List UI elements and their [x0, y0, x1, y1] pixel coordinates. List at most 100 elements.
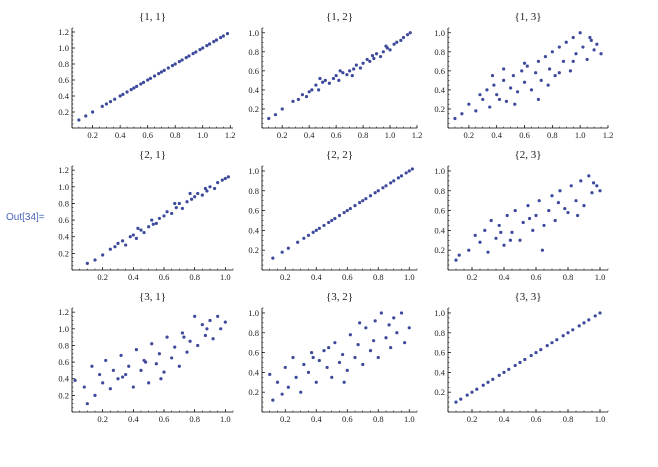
data-point [486, 380, 490, 384]
panel-title: {1, 3} [514, 11, 541, 23]
data-point [128, 235, 132, 239]
data-point [93, 393, 97, 397]
data-point [317, 358, 321, 363]
data-point [539, 78, 543, 82]
data-point [373, 319, 377, 323]
data-point [342, 380, 346, 384]
data-point [321, 80, 325, 84]
data-point [223, 176, 227, 181]
data-point [348, 206, 352, 211]
data-point [543, 54, 547, 59]
x-tick-label: 0.2 [280, 414, 291, 424]
x-tick-label: 0.8 [547, 130, 558, 140]
data-point [365, 57, 369, 62]
scatter-panel: {3, 1} 0.2 0.4 0.6 0.8 1.0 0.2 0.4 0.6 0.8 1.0 1.2 [58, 291, 234, 424]
panel-title: {2, 3} [514, 149, 541, 161]
data-point [467, 248, 471, 252]
x-tick-label: 1.0 [595, 414, 606, 424]
y-tick-label: 0.6 [434, 206, 445, 216]
data-point [193, 195, 197, 199]
data-point [159, 70, 164, 74]
panel-title: {3, 1} [139, 291, 166, 303]
data-point [511, 74, 515, 78]
data-point [579, 179, 583, 183]
y-tick-label: 1.2 [58, 165, 69, 175]
data-point [598, 311, 602, 315]
data-point [475, 387, 479, 391]
data-point [598, 189, 602, 193]
data-point [306, 370, 311, 374]
x-tick-label: 0.8 [189, 272, 200, 282]
data-point [271, 398, 275, 402]
data-point [177, 60, 181, 64]
scatter-panel: {1, 1} 0.2 0.4 0.6 0.8 1.0 1.2 0.2 0.4 0.6 0.8 1.0 1… [58, 11, 235, 140]
data-point [478, 93, 482, 97]
data-point [587, 318, 591, 322]
data-point [478, 240, 482, 244]
y-tick-label: 1.2 [58, 27, 69, 37]
data-point [561, 334, 565, 338]
data-point [361, 362, 365, 367]
data-point [208, 318, 212, 323]
data-point [384, 184, 388, 188]
data-point [574, 52, 578, 56]
data-point [345, 208, 349, 213]
data-point [201, 46, 205, 50]
data-point [542, 223, 546, 228]
data-point [173, 201, 177, 206]
data-point [553, 218, 557, 223]
x-tick-label: 0.4 [128, 272, 139, 282]
data-point [525, 64, 529, 68]
data-point [513, 102, 517, 106]
y-tick-label: 0.8 [248, 328, 259, 338]
data-point [113, 97, 117, 101]
y-tick-label: 0.2 [434, 245, 445, 255]
data-point [127, 364, 131, 368]
data-point [219, 36, 223, 40]
data-point [142, 230, 146, 235]
data-point [212, 40, 216, 44]
data-point [528, 216, 532, 221]
data-point [389, 346, 393, 350]
data-point [595, 184, 599, 188]
data-point [280, 250, 284, 254]
data-point [473, 233, 477, 237]
data-point [399, 38, 403, 42]
data-point [205, 189, 209, 193]
data-point [302, 362, 306, 367]
data-point [148, 76, 153, 80]
data-point [557, 45, 561, 49]
y-tick-label: 1.0 [434, 308, 445, 318]
panel-title: {1, 2} [326, 11, 353, 23]
data-point [491, 377, 495, 381]
data-point [325, 365, 329, 370]
data-point [534, 71, 538, 75]
y-tick-label: 0.6 [58, 215, 69, 225]
data-point [364, 197, 368, 201]
data-point [388, 48, 392, 52]
data-point [132, 86, 136, 90]
y-tick-label: 0.2 [248, 245, 259, 255]
data-point [177, 364, 181, 368]
data-point [299, 390, 303, 394]
data-point [341, 71, 345, 75]
data-point [368, 194, 373, 198]
data-point [104, 102, 109, 106]
data-point [196, 191, 200, 196]
x-tick-label: 0.6 [142, 130, 153, 140]
data-point [327, 346, 331, 350]
x-tick-label: 0.4 [499, 272, 510, 282]
data-point [159, 377, 163, 381]
data-point [520, 69, 524, 73]
data-point [291, 355, 295, 360]
y-tick-label: 0.4 [434, 85, 445, 95]
data-point [157, 352, 161, 356]
data-point [495, 93, 499, 97]
data-point [173, 345, 177, 349]
scatter-panel: {2, 2} 0.2 0.4 0.6 0.8 1.0 0.2 0.4 0.6 0.8 1.0 [248, 149, 418, 282]
data-point [504, 99, 509, 103]
data-point [296, 97, 300, 102]
data-point [191, 52, 195, 56]
x-tick-label: 1.0 [220, 272, 231, 282]
data-point [73, 378, 77, 382]
